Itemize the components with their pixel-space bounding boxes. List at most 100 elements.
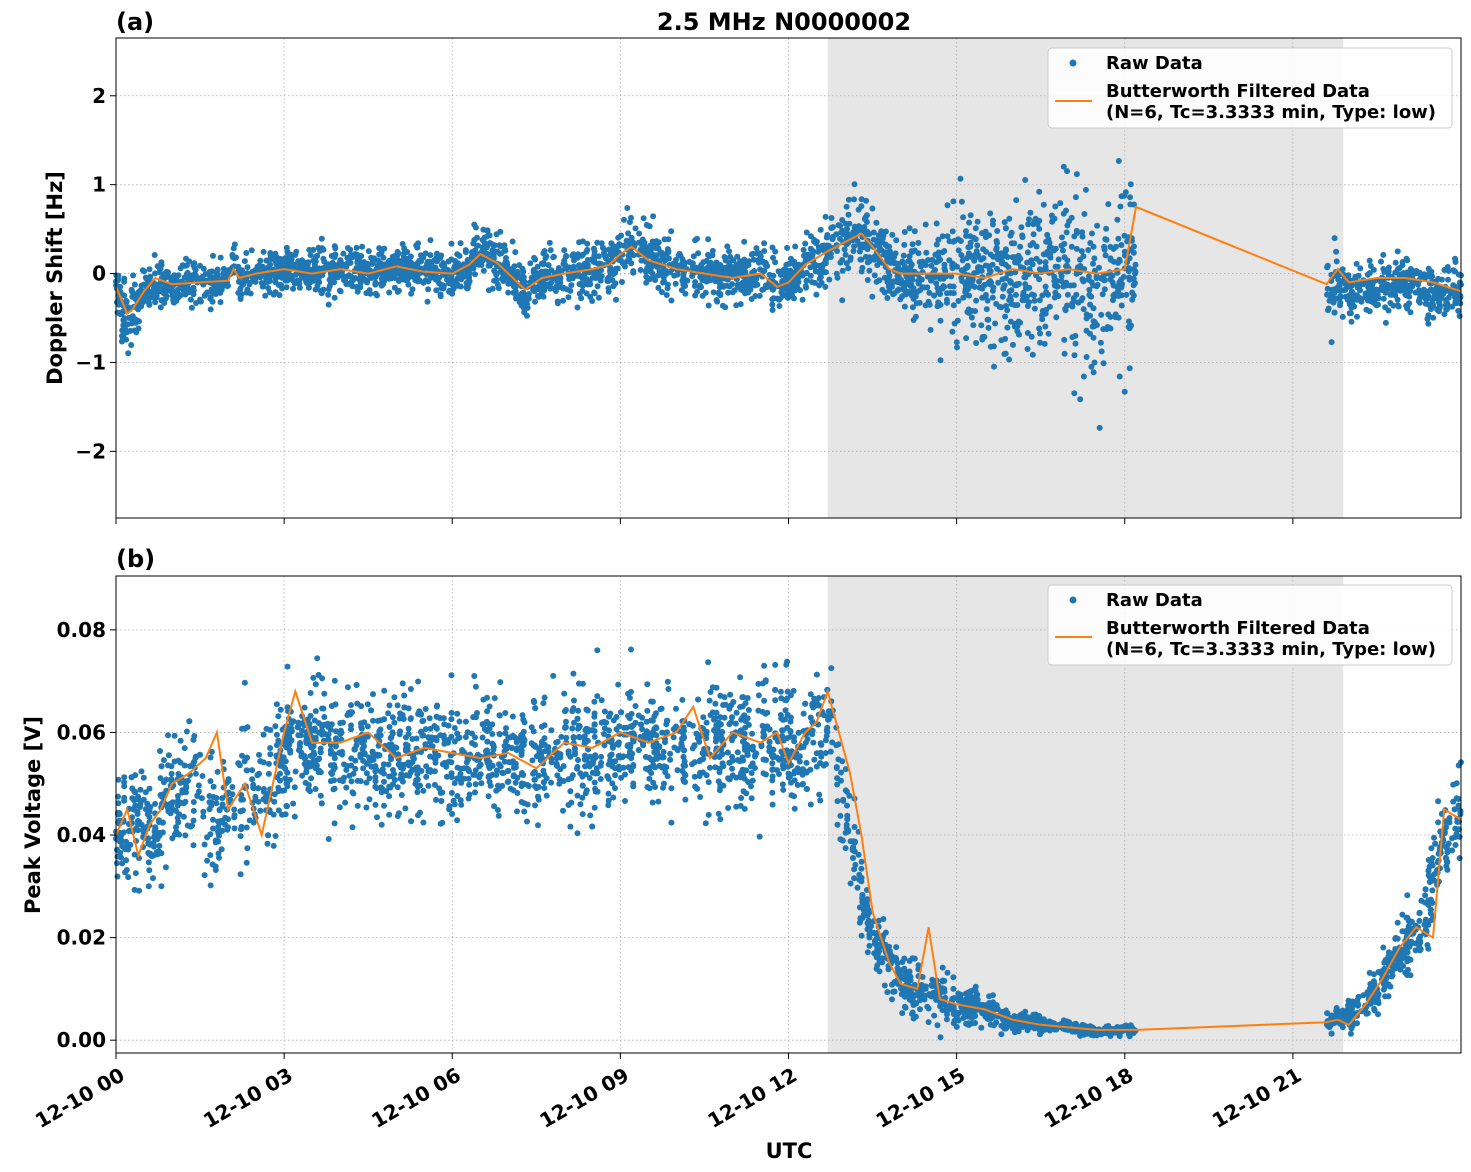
panel-b-raw-point — [472, 683, 479, 690]
panel-a-raw-point — [1040, 201, 1047, 208]
panel-a-raw-point — [970, 322, 977, 329]
panel-a-raw-point — [769, 296, 776, 303]
panel-a-raw-point — [124, 321, 131, 328]
panel-a-raw-point — [1083, 327, 1090, 334]
panel-a-raw-point — [1094, 222, 1101, 229]
panel-a-y-tick-label: 0 — [92, 262, 106, 286]
panel-a-raw-point — [591, 257, 598, 264]
panel-a-raw-point — [512, 249, 519, 256]
panel-b-raw-point — [562, 708, 568, 715]
panel-a-raw-point — [783, 261, 790, 268]
panel-a-raw-point — [1339, 313, 1346, 320]
panel-a-raw-point — [799, 296, 806, 303]
panel-a-raw-point — [363, 277, 370, 284]
panel-a-raw-point — [138, 282, 145, 289]
panel-a-raw-point — [787, 285, 793, 292]
panel-a-raw-point — [864, 259, 871, 266]
panel-a-raw-point — [960, 214, 967, 221]
panel-a-raw-point — [1333, 248, 1340, 255]
panel-a-raw-point — [507, 280, 514, 287]
panel-a-raw-point — [1017, 243, 1024, 250]
panel-a-raw-point — [863, 212, 870, 219]
panel-b-raw-point — [591, 804, 598, 811]
panel-b-raw-point — [934, 1022, 941, 1029]
panel-a-raw-point — [1059, 234, 1065, 241]
panel-b-raw-point — [140, 774, 147, 781]
panel-a-raw-point — [839, 267, 846, 274]
panel-a-raw-point — [1085, 276, 1092, 283]
panel-b-raw-point — [415, 812, 421, 819]
panel-a-raw-point — [1051, 273, 1058, 280]
panel-a-raw-point — [913, 300, 920, 307]
panel-a-raw-point — [681, 275, 687, 282]
panel-a-raw-point — [941, 248, 948, 254]
panel-a-raw-point — [574, 304, 581, 311]
panel-a-raw-point — [1455, 307, 1462, 314]
panel-a-raw-point — [565, 294, 572, 301]
panel-a-raw-point — [632, 225, 639, 232]
panel-a-raw-point — [562, 265, 569, 272]
panel-a-raw-point — [873, 219, 880, 226]
panel-a-raw-point — [162, 295, 169, 302]
panel-b-raw-point — [343, 784, 350, 791]
panel-a-raw-point — [1118, 242, 1125, 248]
panel-a-raw-point — [1075, 299, 1082, 306]
panel-a-raw-point — [1033, 255, 1040, 262]
panel-b-raw-point — [381, 802, 387, 809]
panel-a-raw-point — [579, 287, 586, 294]
panel-a-raw-point — [837, 259, 844, 266]
panel-a-raw-point — [884, 295, 891, 301]
panel-a-raw-point — [372, 279, 379, 286]
panel-a-raw-point — [1387, 291, 1394, 298]
panel-b-raw-point — [307, 690, 314, 696]
panel-a-raw-point — [901, 241, 908, 248]
panel-a-raw-point — [354, 288, 361, 295]
panel-a-raw-point — [370, 258, 376, 265]
panel-a-raw-point — [965, 250, 972, 257]
panel-a-raw-point — [989, 294, 996, 301]
panel-a-raw-point — [929, 256, 936, 263]
panel-a-raw-point — [1416, 287, 1423, 294]
panel-a-raw-point — [891, 290, 898, 297]
panel-a-raw-point — [1121, 388, 1128, 395]
panel-a-raw-point — [1019, 297, 1026, 304]
panel-a-raw-point — [554, 300, 561, 307]
panel-a-raw-point — [282, 277, 289, 284]
panel-a-raw-point — [1080, 278, 1087, 285]
panel-a-raw-point — [229, 251, 236, 258]
panel-a-raw-point — [1415, 281, 1421, 288]
panel-b-raw-point — [229, 784, 236, 790]
panel-a-raw-point — [934, 303, 941, 310]
panel-b-raw-point — [541, 785, 548, 791]
panel-b-raw-point — [158, 883, 165, 890]
panel-a-raw-point — [978, 322, 985, 329]
panel-a-raw-point — [248, 247, 255, 254]
panel-a-raw-point — [1085, 247, 1092, 253]
panel-a-raw-point — [120, 317, 127, 324]
panel-a-raw-point — [340, 250, 347, 257]
panel-a-raw-point — [292, 271, 299, 278]
panel-a-raw-point — [784, 244, 791, 251]
panel-a-raw-point — [835, 222, 842, 229]
panel-a-raw-point — [803, 229, 810, 236]
panel-a-raw-point — [490, 253, 497, 260]
panel-a-raw-point — [462, 249, 469, 256]
panel-b-raw-point — [893, 944, 900, 951]
panel-a-raw-point — [374, 292, 380, 299]
panel-b-raw-point — [372, 801, 379, 808]
panel-a-raw-point — [1337, 294, 1343, 301]
panel-a-raw-point — [1036, 188, 1043, 195]
panel-a-raw-point — [1132, 261, 1139, 268]
panel-a-raw-point — [381, 245, 388, 252]
panel-a-raw-point — [479, 237, 486, 243]
panel-a-raw-point — [724, 243, 731, 250]
panel-a-raw-point — [681, 261, 688, 268]
panel-a-raw-point — [1008, 229, 1015, 236]
panel-b-raw-point — [780, 786, 787, 793]
panel-a-raw-point — [1072, 332, 1079, 339]
panel-b-raw-point — [448, 672, 455, 679]
panel-a-raw-point — [927, 326, 934, 333]
panel-b-raw-point — [312, 681, 319, 688]
panel-b-raw-point — [182, 832, 189, 839]
panel-a-raw-point — [941, 261, 948, 268]
